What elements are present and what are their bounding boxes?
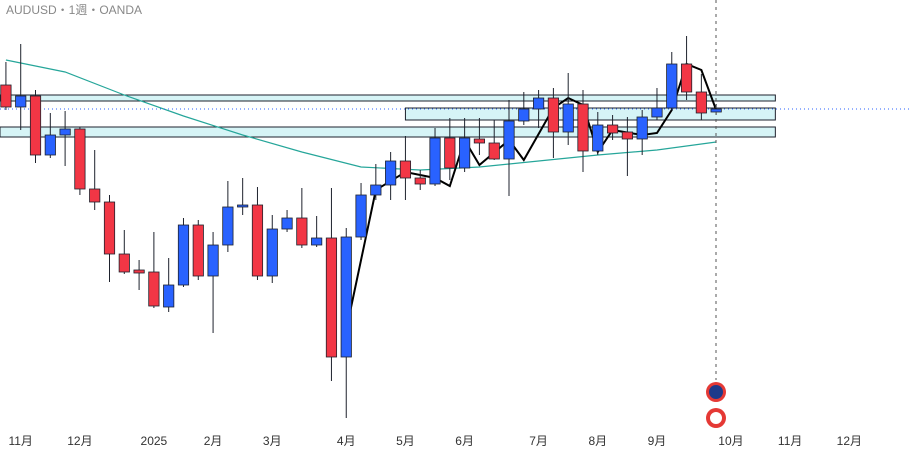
zone (404, 107, 776, 121)
candle-body (266, 228, 278, 277)
candle-body (651, 107, 663, 118)
candle-body (547, 97, 559, 133)
candle-body (281, 217, 293, 230)
candle-body (192, 224, 204, 277)
candle-body (340, 236, 352, 358)
x-tick-label: 7月 (529, 434, 548, 448)
candle-body (370, 184, 382, 196)
candle-body (325, 237, 338, 358)
chart-title: AUDUSD・1週・OANDA (6, 3, 142, 17)
event-flag-us-inner (708, 410, 724, 426)
candle-body (15, 95, 27, 108)
x-tick-label: 11月 (8, 434, 32, 448)
candle-body (177, 224, 190, 286)
candle-body (503, 120, 515, 160)
x-tick-label: 3月 (263, 434, 282, 448)
zones (0, 94, 776, 138)
candle-body (429, 137, 441, 185)
candle-body (680, 63, 693, 93)
x-axis: 11月 12月 2025 2月 3月 4月 5月 6月 7月 8月 9月 10月 11月 12月 (8, 434, 862, 448)
candle-body (577, 103, 589, 152)
indicator-line (345, 62, 718, 331)
candle-body (148, 271, 160, 307)
candle-body (74, 128, 86, 190)
event-flag-au-inner (709, 385, 723, 399)
candle-body (444, 137, 456, 169)
candle-body (251, 204, 264, 277)
candle-body (666, 63, 678, 109)
x-tick-label: 9月 (648, 434, 667, 448)
x-tick-label: 10月 (718, 434, 743, 448)
candle-body (385, 160, 397, 186)
candle-body (399, 160, 412, 179)
candle-body (562, 103, 574, 133)
x-tick-label: 12月 (837, 434, 862, 448)
zone (0, 94, 776, 102)
candle-body (207, 244, 219, 277)
candle-body (103, 201, 116, 255)
x-tick-label: 2025 (141, 434, 168, 448)
candle-body (237, 204, 249, 208)
candle-body (163, 284, 175, 308)
candle-body (89, 188, 101, 203)
x-tick-label: 6月 (455, 434, 474, 448)
x-tick-label: 11月 (778, 434, 802, 448)
candle-body (29, 95, 42, 156)
candle-body (473, 138, 485, 144)
x-tick-label: 8月 (588, 434, 607, 448)
x-tick-label: 5月 (396, 434, 415, 448)
candle-body (414, 177, 426, 185)
candle-body (518, 108, 530, 122)
candle-body (488, 142, 500, 160)
candle-body (311, 237, 323, 246)
candle-body (133, 269, 145, 274)
candle-body (44, 134, 56, 156)
zone (0, 126, 776, 138)
x-tick-label: 2月 (204, 434, 223, 448)
candle-body (222, 206, 234, 246)
event-icons (706, 382, 726, 428)
candle-body (355, 194, 367, 238)
candle-body (59, 128, 71, 136)
candle-body (636, 116, 648, 140)
candle-body (296, 217, 308, 246)
candle-body (118, 253, 130, 273)
candle-body (621, 131, 633, 140)
candle-body (0, 84, 12, 108)
candle-body (607, 124, 619, 134)
candle-body (695, 91, 707, 114)
candle-body (710, 108, 722, 113)
x-tick-label: 4月 (337, 434, 356, 448)
candle-body (459, 137, 471, 169)
candle-body (592, 124, 604, 152)
candle-body (533, 97, 545, 110)
candles (0, 36, 722, 418)
x-tick-label: 12月 (67, 434, 92, 448)
